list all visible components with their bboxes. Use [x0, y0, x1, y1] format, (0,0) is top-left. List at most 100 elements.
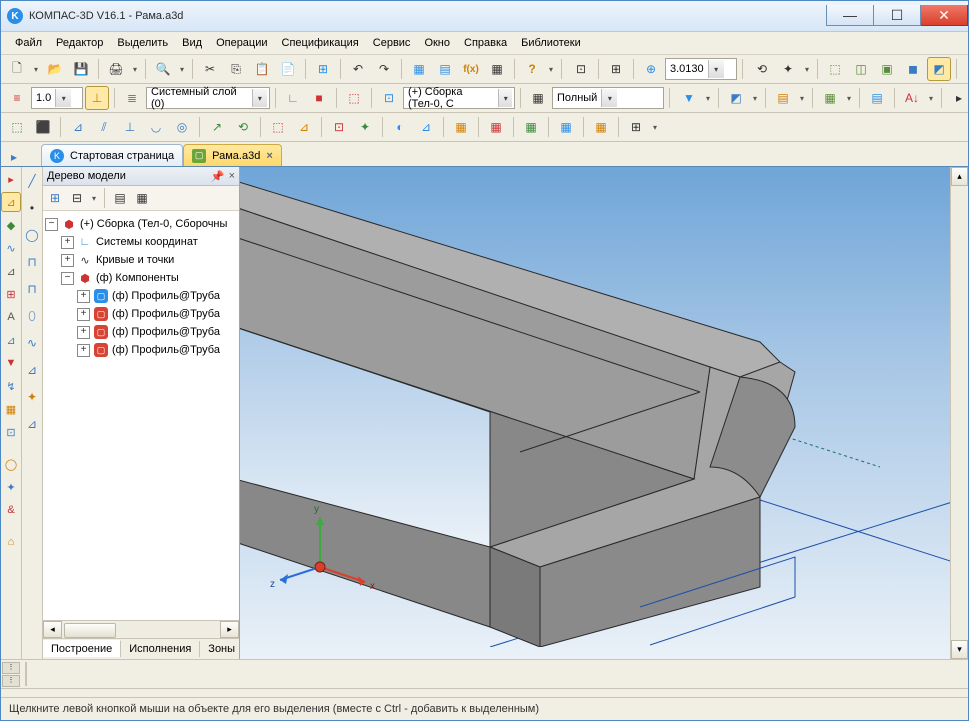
menu-view[interactable]: Вид: [176, 35, 208, 51]
tree-tool-2[interactable]: ⊟: [67, 188, 87, 208]
resize-grip-row[interactable]: [1, 688, 968, 697]
lp1-9[interactable]: ▼: [1, 353, 21, 373]
mate-parallel-button[interactable]: ⫽: [92, 115, 116, 139]
lp1-7[interactable]: A: [1, 307, 21, 327]
mate-tangent-button[interactable]: ◡: [144, 115, 168, 139]
scroll-up-icon[interactable]: ▴: [951, 167, 968, 186]
tree-twisty[interactable]: +: [61, 236, 74, 249]
e1-button[interactable]: ▦: [449, 115, 473, 139]
menu-specification[interactable]: Спецификация: [276, 35, 365, 51]
move-button[interactable]: ↗: [205, 115, 229, 139]
lp1-6[interactable]: ⊞: [1, 284, 21, 304]
tree-twisty[interactable]: +: [77, 326, 90, 339]
menu-window[interactable]: Окно: [418, 35, 456, 51]
lp2-8[interactable]: ⊿: [20, 358, 44, 382]
minimize-button[interactable]: —: [826, 5, 874, 26]
scroll-right-icon[interactable]: ▸: [220, 621, 239, 638]
lp1-2[interactable]: ⊿: [1, 192, 21, 212]
tab-start-page[interactable]: K Стартовая страница: [41, 144, 183, 166]
tree-tool-1[interactable]: ⊞: [45, 188, 65, 208]
lp1-10[interactable]: ↯: [1, 376, 21, 396]
tree-root[interactable]: − ⬢ (+) Сборка (Тел-0, Сборочны: [45, 215, 237, 233]
scroll-track[interactable]: [951, 186, 968, 640]
lp1-15[interactable]: &: [1, 500, 21, 520]
tree-part-0[interactable]: + ▢ (ф) Профиль@Труба: [45, 287, 237, 305]
zoom-window-button[interactable]: ⊡: [569, 57, 593, 81]
lp2-4[interactable]: ⊓: [20, 250, 44, 274]
tree-twisty[interactable]: +: [77, 344, 90, 357]
open-button[interactable]: 📂: [43, 57, 67, 81]
nohidden-button[interactable]: ▣: [875, 57, 899, 81]
save-button[interactable]: 💾: [69, 57, 93, 81]
scroll-left-icon[interactable]: ◂: [43, 621, 62, 638]
print-dropdown[interactable]: ▾: [130, 65, 140, 74]
report-button[interactable]: ▦: [818, 86, 842, 110]
orient-button[interactable]: ✦: [776, 57, 800, 81]
tree-part-1[interactable]: + ▢ (ф) Профиль@Труба: [45, 305, 237, 323]
zoom-scale-button[interactable]: ⊕: [639, 57, 663, 81]
menu-editor[interactable]: Редактор: [50, 35, 109, 51]
preview-button[interactable]: 🔍: [151, 57, 175, 81]
wireframe-button[interactable]: ⬚: [823, 57, 847, 81]
e5-button[interactable]: ▦: [589, 115, 613, 139]
layers-button[interactable]: ≣: [120, 86, 144, 110]
model-tree[interactable]: − ⬢ (+) Сборка (Тел-0, Сборочны + ∟ Сист…: [43, 211, 239, 620]
mate-coincident-button[interactable]: ⊿: [66, 115, 90, 139]
lp1-12[interactable]: ⊡: [1, 422, 21, 442]
tree-part-3[interactable]: + ▢ (ф) Профиль@Труба: [45, 341, 237, 359]
line-weight-combo[interactable]: 1.0▾: [31, 87, 83, 109]
tree-twisty[interactable]: −: [61, 272, 74, 285]
lp1-8[interactable]: ⊿: [1, 330, 21, 350]
pbt-zones[interactable]: Зоны: [200, 641, 244, 657]
e4-button[interactable]: ▦: [554, 115, 578, 139]
maximize-button[interactable]: ☐: [874, 5, 921, 26]
variables-button[interactable]: ▦: [485, 57, 509, 81]
edit-in-place-button[interactable]: ⊡: [377, 86, 401, 110]
properties-button[interactable]: ⊞: [311, 57, 335, 81]
filter-button[interactable]: ▼: [677, 86, 701, 110]
preview-dropdown[interactable]: ▾: [177, 65, 187, 74]
bom-button[interactable]: ▤: [865, 86, 889, 110]
lp1-1[interactable]: ▸: [1, 169, 21, 189]
section-dropdown[interactable]: ▾: [750, 94, 760, 103]
print-button[interactable]: 🖨: [104, 57, 128, 81]
lp2-10[interactable]: ⊿: [20, 412, 44, 436]
tree-hscroll[interactable]: ◂ ▸: [43, 620, 239, 638]
command-input[interactable]: [25, 662, 27, 686]
perspective-button[interactable]: ◆: [962, 57, 969, 81]
explode-button[interactable]: ✦: [353, 115, 377, 139]
menu-operations[interactable]: Операции: [210, 35, 273, 51]
tree-twisty[interactable]: −: [45, 218, 58, 231]
e2-button[interactable]: ▦: [484, 115, 508, 139]
lp1-11[interactable]: ▦: [1, 399, 21, 419]
filter-dropdown[interactable]: ▾: [703, 94, 713, 103]
tree-node-coord[interactable]: + ∟ Системы координат: [45, 233, 237, 251]
tree-twisty[interactable]: +: [61, 254, 74, 267]
tree-node-curves[interactable]: + ∿ Кривые и точки: [45, 251, 237, 269]
mate-perpendicular-button[interactable]: ⊥: [118, 115, 142, 139]
new-button[interactable]: 🗋: [5, 57, 29, 81]
undo-button[interactable]: ↶: [346, 57, 370, 81]
mate-concentric-button[interactable]: ◎: [170, 115, 194, 139]
rotate-part-button[interactable]: ⟲: [231, 115, 255, 139]
lp1-4[interactable]: ∿: [1, 238, 21, 258]
lp2-6[interactable]: ⬯: [20, 304, 44, 328]
lp1-14[interactable]: ✦: [1, 477, 21, 497]
menu-file[interactable]: Файл: [9, 35, 48, 51]
scroll-thumb[interactable]: [64, 623, 116, 638]
library-button[interactable]: ▦: [407, 57, 431, 81]
tree-tool-2-dd[interactable]: ▾: [89, 194, 99, 203]
e3-button[interactable]: ▦: [519, 115, 543, 139]
more-button[interactable]: ▸: [947, 86, 969, 110]
d2-button[interactable]: ⊿: [414, 115, 438, 139]
menu-select[interactable]: Выделить: [111, 35, 174, 51]
shaded-edges-button[interactable]: ◩: [927, 57, 951, 81]
add-part-button[interactable]: ⬚: [5, 115, 29, 139]
add-library-button[interactable]: ⬛: [31, 115, 55, 139]
scroll-down-icon[interactable]: ▾: [951, 640, 968, 659]
tree-tool-3[interactable]: ▤: [110, 188, 130, 208]
d1-button[interactable]: ◐: [388, 115, 412, 139]
copy-button[interactable]: ⎘: [224, 57, 248, 81]
new-dropdown[interactable]: ▾: [31, 65, 41, 74]
tab-close-icon[interactable]: ×: [266, 150, 272, 162]
